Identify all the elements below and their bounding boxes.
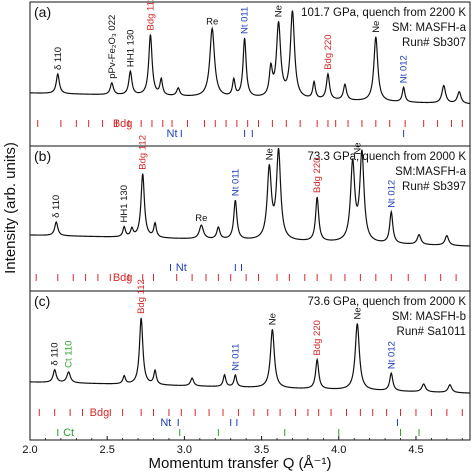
spectrum-curve-c — [29, 317, 471, 394]
tick-row-label: Nt — [167, 128, 178, 140]
peak-label: δ 110 — [53, 47, 64, 70]
x-tick-label: 4.5 — [408, 444, 423, 456]
y-axis-label: Intensity (arb. units) — [2, 142, 19, 274]
panel-info-line: 73.6 GPa, quench from 2000 K — [307, 296, 466, 308]
panel-label: (c) — [34, 293, 50, 309]
tick-row-label: Ct — [63, 427, 74, 439]
peak-label: Nt 011 — [230, 344, 241, 371]
tick-row-label: Bdg — [113, 118, 133, 130]
peak-label: Ne — [267, 313, 278, 325]
panel-label: (a) — [34, 4, 51, 20]
peak-label: Bdg 112 — [145, 0, 156, 31]
x-tick-label: 2.5 — [100, 444, 115, 456]
tick-row-label: Bdg — [113, 272, 133, 284]
panel-info-line: 73.3 GPa, quench from 2000 K — [307, 151, 466, 163]
panel-info-line: Run# Sa1011 — [397, 326, 466, 338]
peak-label: Ne — [352, 142, 363, 154]
x-tick-label: 3.0 — [177, 444, 192, 456]
x-tick-label: 3.5 — [254, 444, 269, 456]
peak-label: δ 110 — [50, 343, 61, 366]
tick-row-label: Bdg — [90, 407, 110, 419]
x-tick-label: 2.0 — [22, 444, 37, 456]
peak-label: δ 110 — [51, 195, 62, 218]
peak-label: Nt 012 — [386, 180, 397, 208]
peak-label: Re — [195, 213, 207, 224]
tick-row-label: Nt — [160, 417, 171, 429]
peak-label: Bdg 112 — [138, 135, 149, 170]
peak-label: Nt 012 — [399, 55, 410, 83]
peak-label: Bdg 112 — [136, 279, 147, 314]
panel-label: (b) — [34, 148, 51, 164]
peak-label: Ne — [352, 307, 363, 319]
peak-label: pPv-Fe₂O₃ 022 — [107, 15, 118, 79]
panel-info-line: Run# Sb397 — [402, 181, 466, 193]
peak-label: HH1 130 — [119, 185, 130, 223]
panel-info-line: 101.7 GPa, quench from 2200 K — [301, 7, 466, 19]
spectrum-curve-a — [29, 10, 471, 105]
plot-frame — [29, 1, 471, 441]
peak-label: Re — [206, 16, 218, 27]
peak-label: Bdg 220 — [312, 158, 323, 193]
peak-label: Ne — [371, 21, 382, 33]
panel-info-line: SM: MASFH-b — [392, 311, 466, 323]
plot-area: (a) 101.7 GPa, quench from 2200 K SM: MASF… — [22, 0, 471, 456]
x-axis-label: Momentum transfer Q (Å⁻¹) — [149, 455, 332, 472]
peak-label: Nt 011 — [240, 7, 251, 34]
panel-info-line: SM:MASFH-a — [395, 166, 467, 178]
panel-info-line: SM: MASFH-a — [392, 22, 467, 34]
panel-info-line: Run# Sb307 — [402, 37, 466, 49]
peak-label: Ne — [274, 5, 285, 17]
peak-label: Ne — [264, 148, 275, 160]
peak-label: Ct 110 — [64, 341, 75, 368]
peak-label: Nt 012 — [386, 341, 397, 369]
peak-label: HH1 130 — [125, 30, 136, 68]
peak-label: Nt 011 — [230, 169, 241, 196]
peak-label: Bdg 220 — [312, 320, 323, 355]
spectrum-curve-b — [30, 147, 471, 247]
peak-label: Bdg 220 — [323, 34, 334, 69]
x-tick-label: 4.0 — [331, 444, 346, 456]
tick-row-label: Nt — [176, 262, 187, 274]
